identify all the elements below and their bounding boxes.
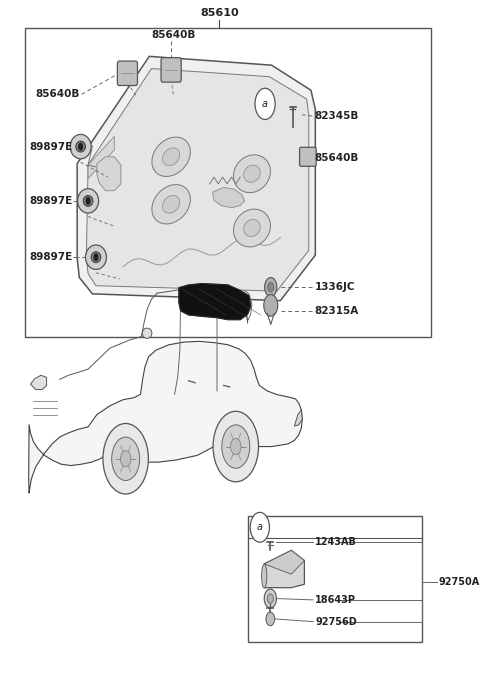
Polygon shape — [86, 69, 309, 291]
Circle shape — [222, 425, 250, 469]
Polygon shape — [294, 410, 302, 426]
Ellipse shape — [78, 188, 98, 213]
Polygon shape — [179, 284, 251, 320]
Bar — [248, 516, 422, 642]
Text: 92756D: 92756D — [315, 617, 357, 627]
Text: 89897E: 89897E — [30, 141, 73, 152]
Circle shape — [93, 253, 98, 261]
Text: a: a — [262, 99, 268, 109]
Circle shape — [264, 589, 276, 608]
Circle shape — [267, 594, 274, 603]
Circle shape — [120, 451, 131, 467]
Circle shape — [230, 439, 241, 455]
Text: 85640B: 85640B — [35, 89, 79, 99]
Circle shape — [266, 612, 275, 626]
Ellipse shape — [85, 245, 107, 269]
Circle shape — [268, 282, 274, 292]
Polygon shape — [29, 341, 302, 493]
Polygon shape — [264, 550, 304, 574]
Circle shape — [264, 277, 277, 296]
Text: 85640B: 85640B — [314, 153, 359, 163]
Polygon shape — [88, 137, 114, 178]
Ellipse shape — [262, 564, 267, 588]
Circle shape — [250, 512, 269, 542]
Polygon shape — [97, 157, 121, 190]
Ellipse shape — [244, 165, 260, 182]
Polygon shape — [77, 56, 315, 301]
Ellipse shape — [233, 209, 270, 247]
Text: 82315A: 82315A — [314, 306, 359, 316]
Circle shape — [78, 143, 84, 151]
Bar — [25, 28, 431, 337]
Ellipse shape — [91, 252, 101, 262]
Ellipse shape — [233, 155, 270, 192]
Ellipse shape — [152, 137, 191, 176]
Text: 18643P: 18643P — [315, 595, 356, 605]
Text: 1336JC: 1336JC — [314, 282, 355, 292]
Text: 89897E: 89897E — [30, 196, 73, 206]
Circle shape — [103, 424, 148, 494]
FancyBboxPatch shape — [118, 61, 137, 86]
Text: 92750A: 92750A — [438, 577, 480, 587]
Ellipse shape — [70, 135, 91, 159]
Polygon shape — [30, 375, 47, 390]
Circle shape — [112, 437, 140, 481]
Polygon shape — [264, 550, 304, 588]
Circle shape — [255, 88, 275, 120]
FancyBboxPatch shape — [161, 58, 181, 82]
Text: 82345B: 82345B — [314, 111, 359, 121]
Ellipse shape — [152, 184, 191, 224]
Circle shape — [213, 411, 259, 482]
Circle shape — [264, 294, 278, 316]
Circle shape — [85, 197, 91, 205]
Text: a: a — [257, 522, 263, 532]
Text: 1243AB: 1243AB — [315, 537, 357, 547]
Text: 89897E: 89897E — [30, 252, 73, 262]
Ellipse shape — [244, 220, 260, 237]
Text: 85640B: 85640B — [151, 30, 195, 40]
Ellipse shape — [84, 195, 93, 206]
Ellipse shape — [142, 328, 152, 339]
FancyBboxPatch shape — [300, 148, 316, 167]
Ellipse shape — [76, 141, 85, 152]
Text: 85610: 85610 — [200, 8, 239, 18]
Ellipse shape — [163, 148, 180, 166]
Polygon shape — [213, 187, 244, 207]
Ellipse shape — [163, 195, 180, 214]
